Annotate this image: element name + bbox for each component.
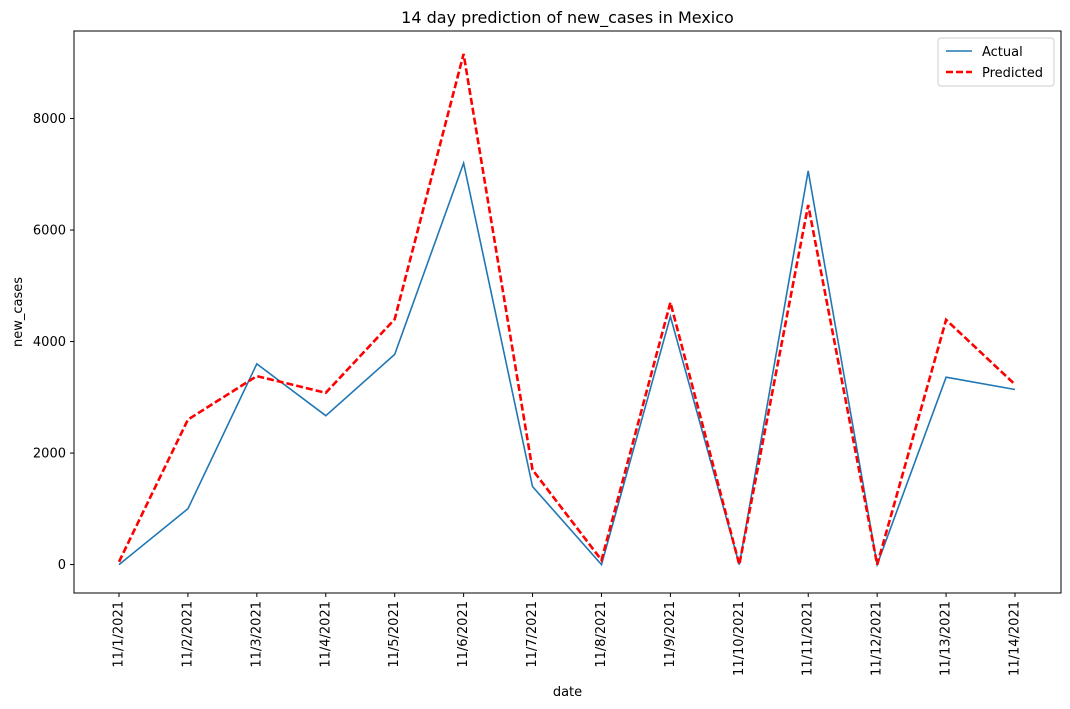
y-axis: 0 2000 4000 6000 8000 <box>33 112 74 573</box>
y-tick-label: 2000 <box>33 447 66 462</box>
y-tick-label: 0 <box>58 558 66 573</box>
x-tick-label: 11/7/2021 <box>525 601 540 668</box>
x-tick-label: 11/6/2021 <box>456 601 471 668</box>
series-actual-line <box>118 160 1016 568</box>
series-predicted-line <box>117 53 1016 565</box>
chart-title: 14 day prediction of new_cases in Mexico <box>401 8 734 28</box>
plot-frame <box>73 30 1062 594</box>
x-tick-label: 11/9/2021 <box>663 601 678 668</box>
legend-predicted-label: Predicted <box>982 66 1043 81</box>
y-axis-label: new_cases <box>11 277 26 347</box>
x-tick-label: 11/12/2021 <box>870 601 885 676</box>
legend-box <box>937 37 1055 87</box>
x-axis-label: date <box>553 685 582 700</box>
x-axis: 11/1/2021 11/2/2021 11/3/2021 11/4/2021 11/5… <box>112 593 1023 676</box>
legend: Actual Predicted <box>937 37 1055 87</box>
y-tick-label: 4000 <box>33 335 66 350</box>
x-tick-label: 11/1/2021 <box>112 601 127 668</box>
x-tick-label: 11/8/2021 <box>594 601 609 668</box>
series-layer <box>117 53 1016 568</box>
x-tick-label: 11/14/2021 <box>1008 601 1023 676</box>
legend-actual-label: Actual <box>982 45 1023 60</box>
x-tick-label: 11/13/2021 <box>939 601 954 676</box>
y-tick-label: 8000 <box>33 112 66 127</box>
x-tick-label: 11/10/2021 <box>732 601 747 676</box>
y-tick-label: 6000 <box>33 224 66 239</box>
x-tick-label: 11/5/2021 <box>387 601 402 668</box>
x-tick-label: 11/4/2021 <box>318 601 333 668</box>
x-tick-label: 11/11/2021 <box>801 601 816 676</box>
x-tick-label: 11/2/2021 <box>180 601 195 668</box>
x-tick-label: 11/3/2021 <box>249 601 264 668</box>
